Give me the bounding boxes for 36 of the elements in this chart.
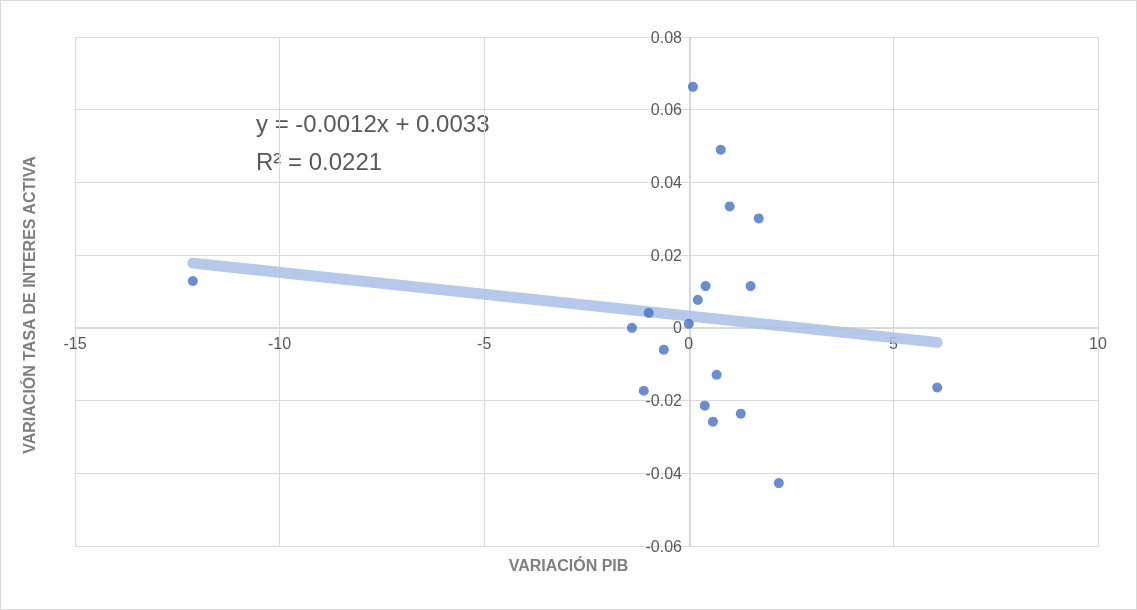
point [638, 385, 649, 396]
point [932, 382, 943, 393]
point [724, 201, 735, 212]
y-tick-label: 0.08 [650, 28, 683, 46]
x-tick-label: -5 [477, 334, 492, 352]
point [753, 213, 764, 224]
y-tick-label: -0.06 [645, 537, 683, 555]
point [643, 307, 654, 318]
point [735, 408, 746, 419]
x-tick-label: 5 [888, 334, 898, 352]
y-tick-label: 0 [673, 319, 683, 337]
x-tick-label: 0 [684, 334, 694, 352]
x-tick-label: -10 [268, 334, 292, 352]
point [745, 281, 756, 292]
point [773, 478, 784, 489]
y-tick-label: 0.04 [650, 173, 683, 191]
annotation: R² = 0.0221 [255, 147, 383, 175]
point [187, 275, 198, 286]
point [687, 81, 698, 92]
point [707, 416, 718, 427]
y-tick-label: -0.04 [645, 464, 683, 482]
y-axis-title: VARIACIÓN TASA DE INTERES ACTIVA [19, 155, 38, 454]
point [626, 322, 637, 333]
point [658, 344, 669, 355]
x-axis-title: VARIACIÓN PIB [508, 555, 629, 574]
point [711, 369, 722, 380]
point [692, 294, 703, 305]
y-tick-label: 0.06 [650, 101, 683, 119]
y-tick-label: -0.02 [645, 392, 683, 410]
point [683, 318, 694, 329]
x-tick-label: 10 [1089, 334, 1107, 352]
point [715, 144, 726, 155]
x-tick-label: -15 [63, 334, 87, 352]
point [700, 281, 711, 292]
point [699, 400, 710, 411]
y-tick-label: 0.02 [650, 246, 683, 264]
